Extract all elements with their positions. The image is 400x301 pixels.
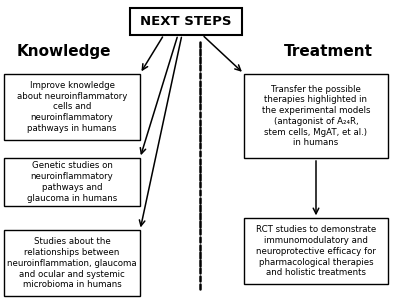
Text: Studies about the
relationships between
neuroinflammation, glaucoma
and ocular a: Studies about the relationships between … [7, 237, 137, 289]
Text: Improve knowledge
about neuroinflammatory
cells and
neuroinflammatory
pathways i: Improve knowledge about neuroinflammator… [17, 81, 127, 133]
FancyBboxPatch shape [130, 8, 242, 35]
Text: Treatment: Treatment [284, 44, 372, 59]
Text: RCT studies to demonstrate
immunomodulatory and
neuroprotective efficacy for
pha: RCT studies to demonstrate immunomodulat… [256, 225, 376, 277]
FancyBboxPatch shape [4, 158, 140, 206]
FancyBboxPatch shape [244, 218, 388, 284]
Text: Knowledge: Knowledge [17, 44, 111, 59]
FancyBboxPatch shape [4, 230, 140, 296]
FancyBboxPatch shape [244, 74, 388, 158]
FancyBboxPatch shape [4, 74, 140, 140]
Text: Transfer the possible
therapies highlighted in
the experimental models
(antagoni: Transfer the possible therapies highligh… [262, 85, 370, 147]
Text: Genetic studies on
neuroinflammatory
pathways and
glaucoma in humans: Genetic studies on neuroinflammatory pat… [27, 161, 117, 203]
Text: NEXT STEPS: NEXT STEPS [140, 14, 232, 28]
